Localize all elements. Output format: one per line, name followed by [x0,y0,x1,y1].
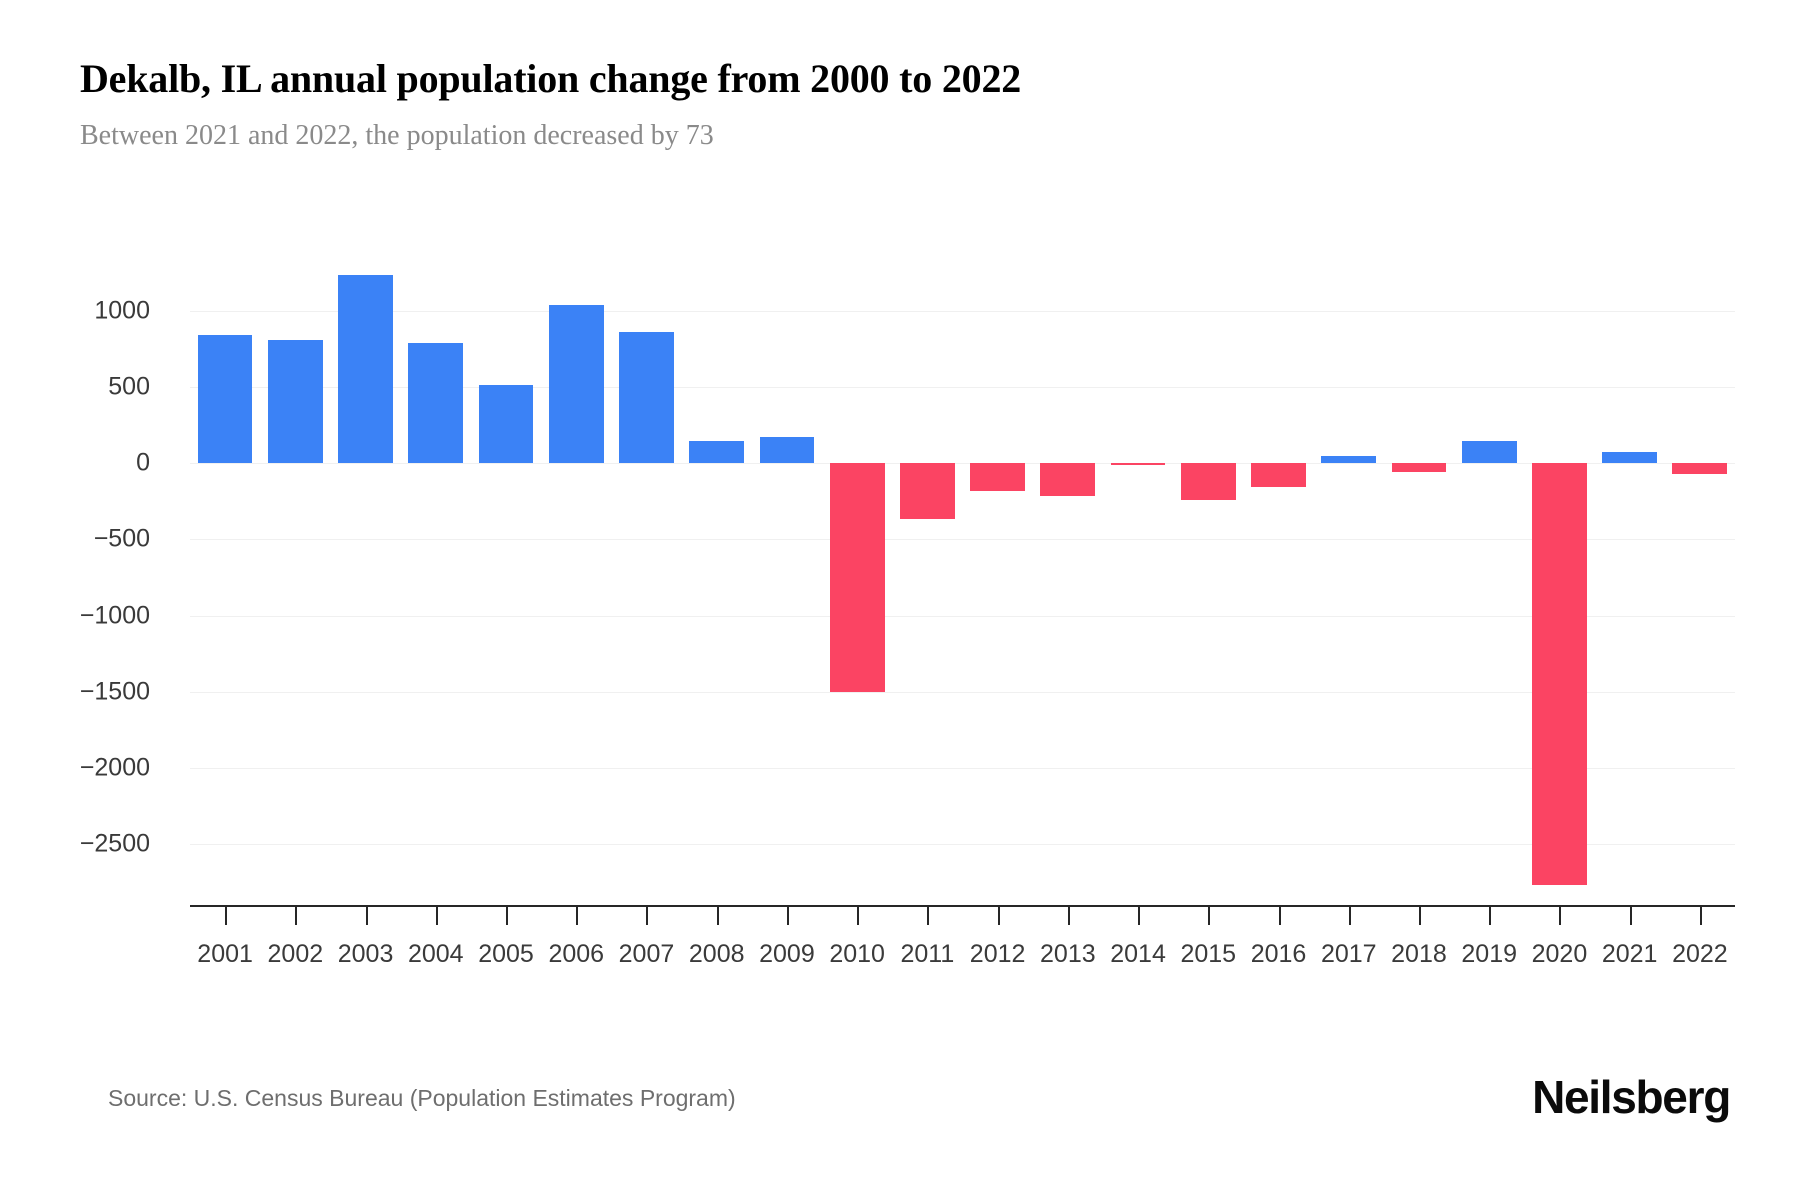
gridline [190,767,1735,769]
x-axis-tick-label: 2017 [1320,940,1377,968]
y-axis-tick-label: 0 [136,448,150,477]
x-axis-tick [997,905,1000,925]
bar-2003[interactable] [338,274,393,464]
bar-2014[interactable] [1110,463,1166,466]
gridline [190,387,1735,389]
x-axis-tick-label: 2013 [1040,940,1096,968]
x-axis-tick-label: 2003 [337,940,394,968]
bar-2004[interactable] [408,342,464,464]
x-axis-tick [365,905,368,925]
x-axis-tick [1418,905,1421,925]
bar-2009[interactable] [759,437,815,464]
bar-2001[interactable] [197,334,253,464]
x-axis-tick-label: 2004 [407,940,464,968]
bar-2015[interactable] [1180,463,1236,500]
gridline [190,691,1735,693]
bar-2021[interactable] [1602,452,1658,464]
y-axis-tick-label: 500 [108,372,150,401]
x-axis-tick-label: 2016 [1250,940,1307,968]
x-axis-tick-label: 2014 [1110,940,1166,968]
x-axis-tick-label: 2005 [478,940,534,968]
x-axis-tick [435,905,438,925]
x-axis-tick [506,905,509,925]
y-axis-tick-label: −2500 [79,829,150,858]
x-axis-tick [646,905,649,925]
bar-2013[interactable] [1040,463,1096,496]
gridline [190,310,1735,312]
x-axis-tick [716,905,719,925]
gridline [190,539,1735,541]
x-axis-tick [576,905,579,925]
x-axis-tick [1208,905,1211,925]
x-axis-tick [1559,905,1562,925]
x-axis-tick-label: 2019 [1461,940,1518,968]
bar-2020[interactable] [1532,463,1587,886]
y-axis-tick-label: −1000 [79,601,150,630]
x-axis-line [190,905,1735,907]
bar-2002[interactable] [267,339,323,464]
x-axis-tick [1629,905,1632,925]
x-axis-tick [1489,905,1492,925]
plot-area [190,250,1735,905]
x-axis-tick-label: 2009 [759,940,815,968]
gridline [190,615,1735,617]
brand-logo: Neilsberg [1532,1071,1731,1123]
x-axis-tick-label: 2010 [829,940,885,968]
x-axis-tick [857,905,860,925]
bar-2017[interactable] [1321,455,1377,464]
y-axis-tick-label: −2000 [79,753,150,782]
bar-2008[interactable] [689,440,745,464]
x-axis-tick [225,905,228,925]
x-axis-tick-label: 2002 [267,940,324,968]
x-axis-tick-label: 2006 [548,940,605,968]
gridline [190,463,1735,465]
page-subtitle: Between 2021 and 2022, the population de… [80,120,714,151]
x-axis-tick [1699,905,1702,925]
bar-2005[interactable] [478,385,534,464]
bar-2007[interactable] [619,331,674,464]
bar-2019[interactable] [1461,440,1517,464]
x-axis-tick-label: 2011 [900,940,955,968]
source-note: Source: U.S. Census Bureau (Population E… [108,1085,736,1111]
x-axis-tick [927,905,930,925]
x-axis-tick-label: 2008 [688,940,745,968]
x-axis-tick [1067,905,1070,925]
x-axis-tick-label: 2018 [1391,940,1447,968]
x-axis-tick-label: 2007 [618,940,675,968]
x-axis-tick-label: 2015 [1180,940,1237,968]
x-axis-tick-label: 2001 [197,940,253,968]
x-axis-tick [1278,905,1281,925]
y-axis-tick-label: −1500 [79,677,150,706]
bar-2022[interactable] [1672,463,1728,475]
bar-2012[interactable] [970,463,1025,491]
bar-2016[interactable] [1251,463,1306,487]
bar-2018[interactable] [1391,463,1447,472]
x-axis-tick [786,905,789,925]
y-axis-tick-label: 1000 [94,296,150,325]
bar-2010[interactable] [829,463,885,692]
gridline [190,844,1735,846]
bar-2011[interactable] [899,463,955,520]
x-axis-tick [1348,905,1351,925]
x-axis-tick-label: 2022 [1672,940,1728,968]
page-title: Dekalb, IL annual population change from… [80,56,1022,101]
x-axis-tick [1138,905,1141,925]
x-axis-tick-label: 2021 [1601,940,1658,968]
bar-series [190,250,1735,905]
x-axis-tick-label: 2020 [1531,940,1588,968]
bar-2006[interactable] [548,305,604,464]
y-axis-tick-label: −500 [93,524,150,553]
x-axis-tick-label: 2012 [969,940,1026,968]
x-axis-tick [295,905,298,925]
